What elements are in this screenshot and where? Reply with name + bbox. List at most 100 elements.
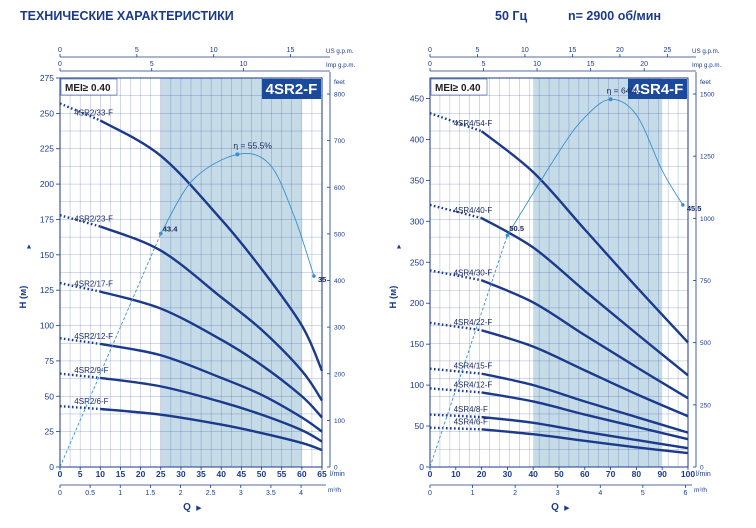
efficiency-point — [681, 203, 685, 207]
pump-curve-label: 4SR4/22-F — [454, 318, 493, 327]
y-tick-label: 450 — [410, 93, 424, 103]
pump-curve — [481, 428, 689, 455]
feet-tick-label: 100 — [334, 418, 345, 425]
efficiency-point — [505, 233, 510, 238]
pump-curve-dotted — [429, 387, 482, 394]
m3h-tick-label: 4 — [299, 490, 303, 497]
pump-curve-label: 4SR2/12-F — [74, 332, 113, 341]
pump-curve-dotted — [429, 367, 482, 375]
lmin-tick-label: 30 — [176, 469, 186, 479]
y-axis-title: H (м) — [18, 286, 29, 309]
pump-curve-dotted — [429, 269, 482, 282]
m3h-tick-label: 0 — [428, 490, 432, 497]
lmin-tick-label: 100 — [681, 469, 695, 479]
feet-tick-label: 700 — [334, 138, 345, 145]
y-tick-label: 300 — [410, 216, 424, 226]
m3h-tick-label: 0 — [58, 490, 62, 497]
y-tick-label: 175 — [40, 214, 54, 224]
impgpm-tick-label: 10 — [533, 61, 541, 68]
model-badge-label: 4SR2-F — [266, 81, 318, 98]
m3h-tick-label: 0.5 — [85, 490, 95, 497]
efficiency-curve — [160, 152, 315, 277]
lmin-tick-label: 60 — [297, 469, 307, 479]
pump-curve-label: 4SR4/6-F — [454, 417, 488, 426]
impgpm-unit: Imp g.p.m. — [326, 62, 356, 69]
usgpm-unit: US g.p.m. — [692, 48, 720, 55]
usgpm-tick-label: 10 — [521, 47, 529, 54]
lmin-tick-label: 25 — [156, 469, 166, 479]
lmin-tick-label: 65 — [317, 469, 327, 479]
mei-box — [430, 78, 488, 96]
lmin-tick-label: 40 — [216, 469, 226, 479]
model-badge-label: 4SR4-F — [632, 81, 684, 98]
usgpm-tick-label: 15 — [569, 47, 577, 54]
lmin-tick-label: 50 — [257, 469, 267, 479]
y-tick-label: 100 — [40, 321, 54, 331]
feet-tick-label: 1250 — [700, 154, 715, 161]
lmin-tick-label: 10 — [451, 469, 461, 479]
pump-curve — [99, 290, 323, 419]
y-tick-label: 0 — [419, 462, 424, 472]
pump-curve-label: 4SR2/9-F — [74, 366, 108, 375]
y-axis-title: H (м) — [388, 286, 399, 309]
y-tick-label: 400 — [410, 134, 424, 144]
feet-tick-label: 600 — [334, 185, 345, 192]
lmin-tick-label: 50 — [554, 469, 564, 479]
lmin-tick-label: 55 — [277, 469, 287, 479]
impgpm-tick-label: 15 — [587, 61, 595, 68]
page-title: ТЕХНИЧЕСКИЕ ХАРАКТЕРИСТИКИ — [20, 9, 234, 23]
lmin-tick-label: 30 — [503, 469, 513, 479]
y-tick-label: 200 — [40, 179, 54, 189]
y-tick-label: 75 — [45, 356, 55, 366]
y-tick-label: 250 — [410, 257, 424, 267]
impgpm-tick-label: 10 — [240, 61, 248, 68]
plot-frame — [59, 77, 323, 468]
pump-curve-dotted — [429, 321, 482, 332]
m3h-tick-label: 5 — [641, 490, 645, 497]
m3h-tick-label: 1.5 — [146, 490, 156, 497]
pump-curve — [100, 407, 323, 452]
efficiency-peak-label: η = 64% — [607, 85, 639, 95]
y-tick-label: 150 — [410, 339, 424, 349]
lmin-tick-label: 70 — [606, 469, 616, 479]
mei-label: MEI≥ 0.40 — [435, 83, 481, 94]
y-tick-label: 0 — [49, 462, 54, 472]
feet-tick-label: 300 — [334, 325, 345, 332]
impgpm-tick-label: 20 — [640, 61, 648, 68]
pump-curve — [481, 279, 689, 400]
feet-tick-label: 800 — [334, 92, 345, 99]
efficiency-point — [312, 274, 316, 278]
x-axis-arrow: ▶ — [564, 505, 570, 512]
model-badge — [262, 79, 321, 99]
lmin-tick-label: 0 — [58, 469, 63, 479]
pump-curve-label: 4SR4/30-F — [454, 268, 493, 277]
pump-curve-label: 4SR4/40-F — [454, 206, 493, 215]
efficiency-point-label: 35 — [318, 275, 326, 284]
pump-curve — [480, 130, 689, 344]
m3h-tick-label: 3 — [556, 490, 560, 497]
mei-label: MEI≥ 0.40 — [65, 83, 111, 94]
m3h-tick-label: 3 — [239, 490, 243, 497]
usgpm-tick-label: 5 — [476, 47, 480, 54]
y-tick-label: 250 — [40, 108, 54, 118]
pump-curve — [100, 376, 323, 443]
frequency-label: 50 Гц — [495, 9, 528, 23]
m3h-tick-label: 2.5 — [206, 490, 216, 497]
impgpm-tick-label: 5 — [482, 61, 486, 68]
efficiency-point-label: 45.5 — [687, 204, 702, 213]
efficiency-curve-dashed — [429, 235, 508, 468]
lmin-tick-label: 60 — [580, 469, 590, 479]
feet-tick-label: 750 — [700, 278, 711, 285]
usgpm-tick-label: 25 — [663, 47, 671, 54]
m3h-tick-label: 1 — [118, 490, 122, 497]
pump-curve — [99, 119, 324, 372]
impgpm-tick-label: 5 — [150, 61, 154, 68]
impgpm-tick-label: 0 — [428, 61, 432, 68]
m3h-tick-label: 2 — [513, 490, 517, 497]
lmin-tick-label: 10 — [96, 469, 106, 479]
y-tick-label: 100 — [410, 380, 424, 390]
pump-curve-dotted — [59, 337, 101, 346]
x-axis-arrow: ▶ — [196, 505, 202, 512]
